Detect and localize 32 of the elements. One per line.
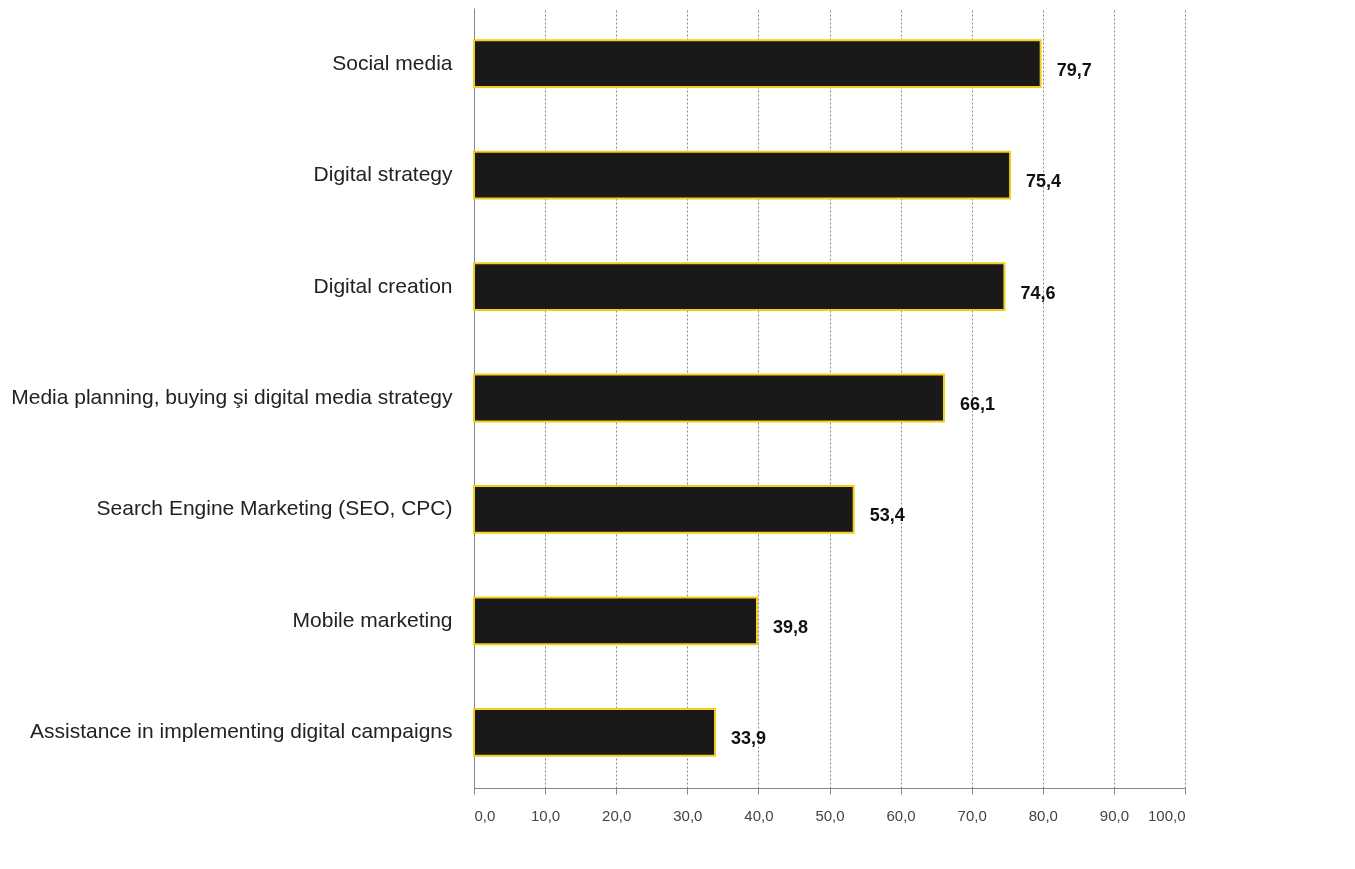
bar <box>473 596 758 646</box>
x-tick-label: 100,0 <box>1147 806 1186 824</box>
x-tick-label: 60,0 <box>886 806 916 824</box>
bar <box>473 373 945 423</box>
y-tick-label: Search Engine Marketing (SEO, CPC) <box>96 496 453 520</box>
x-tick-label: 20,0 <box>602 806 632 824</box>
x-tick-label: 80,0 <box>1028 806 1058 824</box>
data-label: 33,9 <box>731 728 767 749</box>
bar <box>473 39 1042 89</box>
data-label: 53,4 <box>869 505 905 526</box>
x-tick-label: 70,0 <box>957 806 987 824</box>
data-label: 66,1 <box>959 394 996 414</box>
y-tick-label: Digital strategy <box>313 162 453 186</box>
y-tick-label: Media planning, buying şi digital media strategy <box>11 385 453 408</box>
bar <box>473 485 855 534</box>
x-tick-label: 40,0 <box>744 806 774 824</box>
y-tick-label: Assistance in implementing digital campaigns <box>29 719 453 743</box>
x-tick-label: 90,0 <box>1099 806 1129 824</box>
x-tick-label: 0,0 <box>474 806 496 824</box>
data-label: 75,4 <box>1026 171 1062 192</box>
bar <box>473 707 717 757</box>
y-tick-label: Social media <box>332 50 453 74</box>
bar <box>473 150 1012 200</box>
x-tick-label: 10,0 <box>531 806 561 824</box>
y-tick-label: Mobile marketing <box>292 607 453 631</box>
x-tick-label: 30,0 <box>673 806 703 824</box>
data-label: 74,6 <box>1020 282 1056 303</box>
bar <box>473 262 1006 311</box>
y-tick-label: Digital creation <box>313 273 453 297</box>
x-tick-label: 50,0 <box>815 806 845 824</box>
data-label: 39,8 <box>772 616 809 637</box>
data-label: 79,7 <box>1056 59 1092 80</box>
